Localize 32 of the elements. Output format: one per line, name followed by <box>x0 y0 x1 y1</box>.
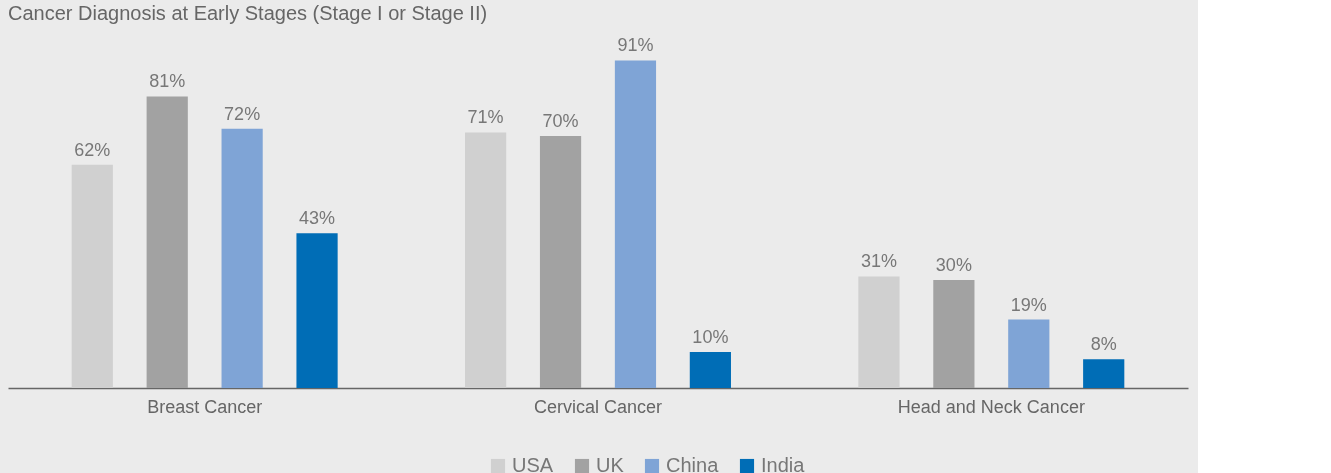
data-label: 8% <box>1090 334 1117 355</box>
data-label: 10% <box>692 327 729 347</box>
legend-label: UK <box>596 454 625 473</box>
bar <box>689 352 731 388</box>
data-label: 31% <box>860 251 897 272</box>
bar <box>539 136 582 388</box>
legend-label: China <box>666 454 720 473</box>
bar <box>296 233 338 388</box>
bar <box>933 280 975 388</box>
data-label: 70% <box>542 111 579 131</box>
bar <box>221 128 263 388</box>
bar <box>858 276 900 388</box>
data-label: 71% <box>467 107 504 128</box>
bar <box>465 132 507 388</box>
bar <box>1008 319 1050 388</box>
x-tick-label: Cervical Cancer <box>533 396 663 417</box>
chart-title: Cancer Diagnosis at Early Stages (Stage I or Stage II) <box>8 2 488 24</box>
bar <box>614 60 657 388</box>
data-label: 91% <box>617 35 654 56</box>
data-label: 43% <box>299 208 336 229</box>
bar <box>146 96 188 388</box>
x-tick-label: Head and Neck Cancer <box>897 396 1085 417</box>
legend-label: USA <box>512 454 554 473</box>
data-label: 19% <box>1010 294 1047 315</box>
data-label: 81% <box>149 71 186 92</box>
data-label: 62% <box>74 139 111 160</box>
bar <box>71 164 113 388</box>
data-label: 30% <box>935 255 972 275</box>
bar <box>1083 359 1125 388</box>
legend-label: India <box>761 454 806 473</box>
data-label: 72% <box>224 103 261 124</box>
x-tick-label: Breast Cancer <box>147 396 263 417</box>
